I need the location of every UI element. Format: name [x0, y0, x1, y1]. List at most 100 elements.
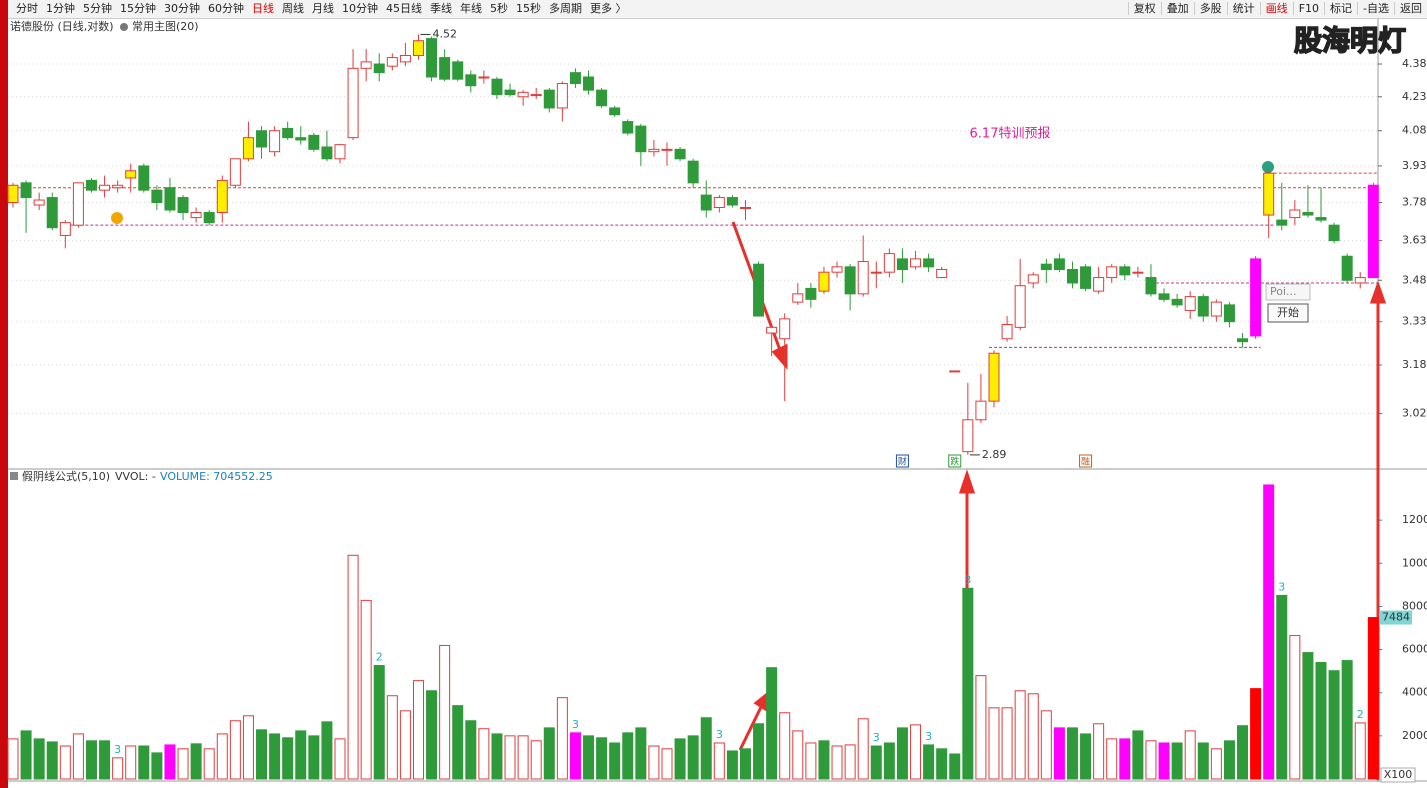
toolbar: 分时 1分钟 5分钟 15分钟 30分钟 60分钟 日线 周线 月线 10分钟 45日线 季线 年线 5秒…: [8, 0, 1427, 19]
candle-body: [7, 184, 19, 204]
volume-bar: [596, 737, 608, 780]
period-tab[interactable]: 多周期: [549, 2, 582, 15]
volume-bar: [1093, 723, 1105, 780]
annotation: 4.52: [432, 27, 457, 40]
period-tab[interactable]: 5秒: [490, 2, 508, 15]
period-tab[interactable]: 分时: [16, 2, 38, 15]
plot-layer: [8, 63, 1378, 415]
candle-body: [687, 160, 699, 184]
period-tab[interactable]: 季线: [430, 2, 452, 15]
candle-body: [46, 197, 58, 229]
volume-text: VOLUME: 704552.25: [160, 470, 273, 483]
period-tab[interactable]: 60分钟: [208, 2, 244, 15]
period-tab[interactable]: 年线: [460, 2, 482, 15]
popup-input-text: Poi...: [1270, 285, 1297, 298]
volume-bar: [164, 744, 176, 780]
candle-body: [700, 194, 712, 211]
y-tick-label: 4.08: [1402, 124, 1427, 137]
period-tab[interactable]: 周线: [282, 2, 304, 15]
candle-body: [269, 130, 281, 153]
candle-body: [308, 134, 320, 150]
volume-bar: [1354, 722, 1366, 780]
toolbar-button[interactable]: 标记: [1324, 2, 1358, 15]
period-tab[interactable]: 45日线: [386, 2, 422, 15]
volume-bar: [818, 740, 830, 780]
period-tab[interactable]: 更多 〉: [590, 2, 627, 15]
candle-body: [1328, 224, 1340, 242]
volume-bar: [923, 744, 935, 780]
candle-body: [1132, 271, 1144, 274]
volume-bar: [1040, 710, 1052, 780]
bar-label: 3: [925, 730, 932, 743]
volume-bar: [517, 735, 529, 780]
unit-box: [1380, 767, 1416, 783]
candle-body: [792, 293, 804, 303]
icon: [120, 23, 128, 31]
candle-body: [583, 76, 595, 91]
candle-body: [334, 144, 346, 160]
period-tab[interactable]: 15秒: [516, 2, 541, 15]
candle-body: [713, 197, 725, 209]
toolbar-button[interactable]: 叠加: [1160, 2, 1194, 15]
popup-button[interactable]: [1267, 303, 1309, 323]
y-tick-label: 6000: [1402, 643, 1427, 656]
value-tag-text: 7484: [1382, 611, 1410, 624]
candle-body: [1080, 266, 1092, 289]
arrow: [738, 704, 764, 751]
candle-body: [923, 258, 935, 268]
candle-body: [1040, 263, 1052, 271]
volume-bar: [20, 730, 32, 780]
candle-body: [99, 184, 111, 191]
period-tab[interactable]: 月线: [312, 2, 334, 15]
toolbar-button[interactable]: F10: [1292, 2, 1325, 15]
candle-body: [1001, 324, 1013, 340]
period-tab[interactable]: 日线: [252, 2, 274, 15]
candle-body: [517, 91, 529, 98]
volume-bar: [295, 730, 307, 780]
period-tab[interactable]: 5分钟: [83, 2, 112, 15]
period-tab[interactable]: 1分钟: [46, 2, 75, 15]
toolbar-button[interactable]: 返回: [1394, 2, 1427, 15]
event-marker: [948, 454, 962, 468]
candle-body: [569, 72, 581, 85]
period-tab[interactable]: 10分钟: [342, 2, 378, 15]
volume-bar: [1328, 670, 1340, 780]
toolbar-button[interactable]: 多股: [1193, 2, 1227, 15]
toolbar-button[interactable]: 统计: [1226, 2, 1260, 15]
volume-bar: [1132, 730, 1144, 780]
y-tick-label: 8000: [1402, 599, 1427, 612]
event-marker: [895, 454, 909, 468]
candle-body: [609, 107, 621, 116]
candle-body: [1066, 269, 1078, 284]
candle-body: [870, 271, 882, 274]
toolbar-button[interactable]: -自选: [1357, 2, 1394, 15]
volume-bar: [256, 729, 268, 780]
bar-label: 3: [873, 731, 880, 744]
candle-body: [1289, 209, 1301, 219]
volume-bar: [1276, 594, 1288, 780]
toolbar-button[interactable]: 复权: [1127, 2, 1161, 15]
bar-label: 3: [572, 718, 579, 731]
candle-body: [216, 179, 228, 214]
chart-subtitle: 常用主图(20): [132, 20, 199, 33]
indicator-value: VVOL: -: [115, 470, 156, 483]
volume-bar: [896, 727, 908, 780]
volume-bar: [1158, 742, 1170, 780]
volume-bar: [1237, 725, 1249, 780]
period-tab[interactable]: 30分钟: [164, 2, 200, 15]
volume-bar: [1171, 742, 1183, 780]
volume-bar: [870, 745, 882, 780]
volume-bar: [399, 710, 411, 780]
candle-body: [674, 148, 686, 160]
volume-bar: [883, 742, 895, 780]
period-tab[interactable]: 15分钟: [120, 2, 156, 15]
volume-bar: [1302, 652, 1314, 780]
popup-input[interactable]: [1265, 283, 1311, 301]
volume-bar: [543, 727, 555, 780]
candle-body: [1119, 266, 1131, 276]
candle-body: [399, 54, 411, 63]
toolbar-button[interactable]: 画线: [1259, 2, 1293, 15]
volume-bar: [1315, 662, 1327, 780]
volume-bar: [674, 738, 686, 780]
